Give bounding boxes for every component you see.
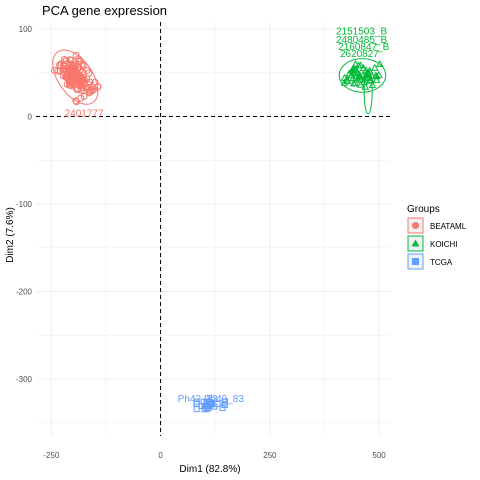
point-beataml <box>73 86 81 94</box>
point-tcga <box>205 405 212 412</box>
point-beataml <box>77 94 85 102</box>
point-beataml <box>75 63 83 71</box>
point-koichi <box>352 72 360 80</box>
point-label: A2020 <box>57 60 86 71</box>
y-tick-label: 0 <box>28 113 33 122</box>
point-koichi <box>372 72 381 80</box>
x-tick-label: -250 <box>43 451 60 460</box>
legend-label: TCGA <box>430 258 453 267</box>
point-beataml <box>88 87 96 95</box>
legend: Groups BEATAML KOICHI TCGA <box>407 204 467 270</box>
point-label: Ph49_83 <box>204 394 244 405</box>
point-koichi <box>375 60 384 68</box>
legend-title: Groups <box>407 204 440 215</box>
legend-label: BEATAML <box>430 222 467 231</box>
point-beataml <box>72 51 80 59</box>
point-beataml <box>70 81 78 89</box>
point-beataml <box>56 61 64 69</box>
point-koichi <box>364 69 372 77</box>
point-beataml <box>83 67 91 75</box>
point-beataml <box>71 69 79 77</box>
point-beataml <box>83 83 91 91</box>
point-koichi <box>374 70 383 78</box>
ellipse-koichi <box>338 58 387 93</box>
point-beataml <box>51 66 59 74</box>
point-tcga <box>209 399 216 406</box>
point-beataml <box>68 70 76 78</box>
point-tcga <box>193 398 200 405</box>
point-label: 2480485_B <box>336 35 387 46</box>
point-koichi <box>343 76 352 84</box>
point-koichi <box>372 75 381 83</box>
point-label: 2401777 <box>65 109 104 120</box>
point-koichi <box>356 61 365 69</box>
point-label: Ph42_83 <box>178 394 218 405</box>
point-beataml <box>63 74 71 82</box>
legend-symbol-triangle <box>411 239 420 247</box>
point-label: 2151503_B <box>336 26 387 37</box>
point-koichi <box>366 68 375 76</box>
y-tick-label: 100 <box>19 25 33 34</box>
y-tick-label: -300 <box>16 375 33 384</box>
point-koichi <box>352 65 360 73</box>
point-beataml <box>54 67 62 75</box>
point-koichi <box>368 80 377 88</box>
y-tick-label: -100 <box>16 200 33 209</box>
point-koichi <box>351 60 360 68</box>
point-koichi <box>356 80 365 88</box>
point-tcga <box>193 406 200 413</box>
point-koichi <box>340 78 349 86</box>
point-koichi <box>347 71 356 79</box>
x-axis-ticks: -250 0 250 500 <box>43 451 386 460</box>
x-axis-label: Dim1 (82.8%) <box>179 464 240 475</box>
ellipse-beataml <box>52 49 99 105</box>
chart-title: PCA gene expression <box>42 3 167 18</box>
legend-symbol-square <box>412 258 419 265</box>
reference-lines <box>36 22 390 436</box>
x-tick-label: 500 <box>372 451 386 460</box>
group-ellipses <box>52 49 387 115</box>
point-koichi <box>343 75 351 83</box>
grid-lines <box>36 22 390 436</box>
point-koichi <box>351 79 360 87</box>
point-beataml <box>62 57 70 65</box>
point-beataml <box>72 98 80 106</box>
x-tick-label: 250 <box>263 451 277 460</box>
point-tcga <box>221 402 228 409</box>
y-tick-label: -200 <box>16 288 33 297</box>
point-koichi <box>370 63 379 71</box>
y-axis-ticks: 100 0 -100 -200 -300 <box>16 25 33 384</box>
point-koichi <box>360 77 368 85</box>
point-beataml <box>80 76 88 84</box>
y-axis-label: Dim2 (7.6%) <box>5 207 16 263</box>
point-beataml <box>67 56 75 64</box>
x-tick-label: 0 <box>158 451 163 460</box>
point-tcga <box>221 398 228 405</box>
point-beataml <box>77 86 85 94</box>
point-beataml <box>94 83 102 91</box>
legend-symbol-circle <box>412 222 419 229</box>
point-koichi <box>362 70 371 78</box>
point-label: 2160847_B <box>338 42 389 53</box>
legend-label: KOICHI <box>430 240 458 249</box>
point-label: 2620827 <box>340 49 379 60</box>
point-beataml <box>72 74 80 82</box>
data-points <box>51 51 384 413</box>
point-koichi <box>365 73 374 81</box>
